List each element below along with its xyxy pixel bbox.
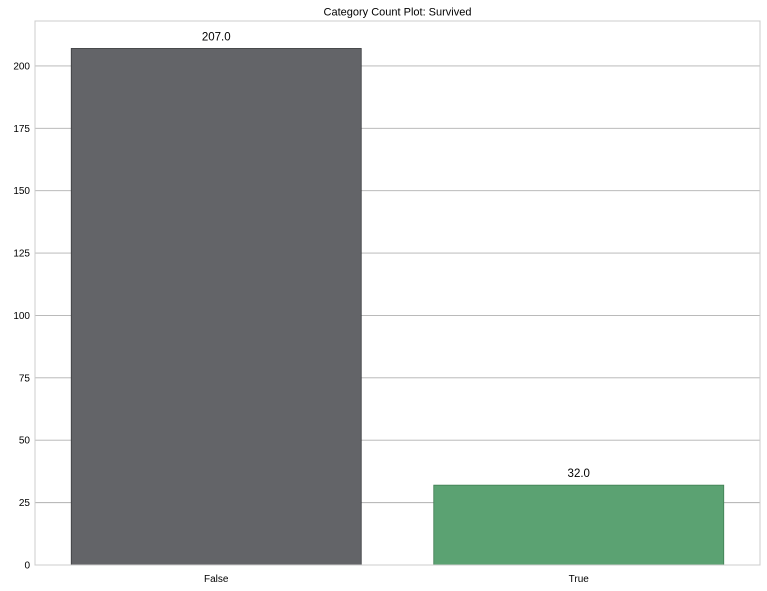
bar-true bbox=[433, 484, 725, 566]
y-tick-label: 125 bbox=[13, 249, 30, 260]
x-tick-label: False bbox=[204, 574, 229, 585]
bars-layer bbox=[70, 48, 725, 566]
x-axis-tick-labels: False True bbox=[204, 574, 589, 585]
x-tick-label: True bbox=[569, 574, 590, 585]
axes-frame bbox=[34, 20, 761, 566]
y-tick-label: 100 bbox=[13, 311, 30, 322]
bar-value-label: 32.0 bbox=[568, 468, 590, 480]
bar-value-label: 207.0 bbox=[202, 31, 231, 43]
y-tick-label: 175 bbox=[13, 124, 30, 135]
y-axis-tick-labels: 0 25 50 75 100 125 150 175 200 bbox=[13, 61, 30, 571]
y-tick-label: 75 bbox=[19, 373, 31, 384]
bar-false bbox=[70, 48, 362, 566]
chart-title: Category Count Plot: Survived bbox=[324, 7, 472, 19]
y-tick-label: 150 bbox=[13, 186, 30, 197]
y-tick-label: 200 bbox=[13, 61, 30, 72]
y-tick-label: 50 bbox=[19, 436, 31, 447]
bar-value-labels: 207.0 32.0 bbox=[202, 31, 590, 480]
y-tick-label: 25 bbox=[19, 498, 31, 509]
y-tick-label: 0 bbox=[24, 561, 30, 572]
